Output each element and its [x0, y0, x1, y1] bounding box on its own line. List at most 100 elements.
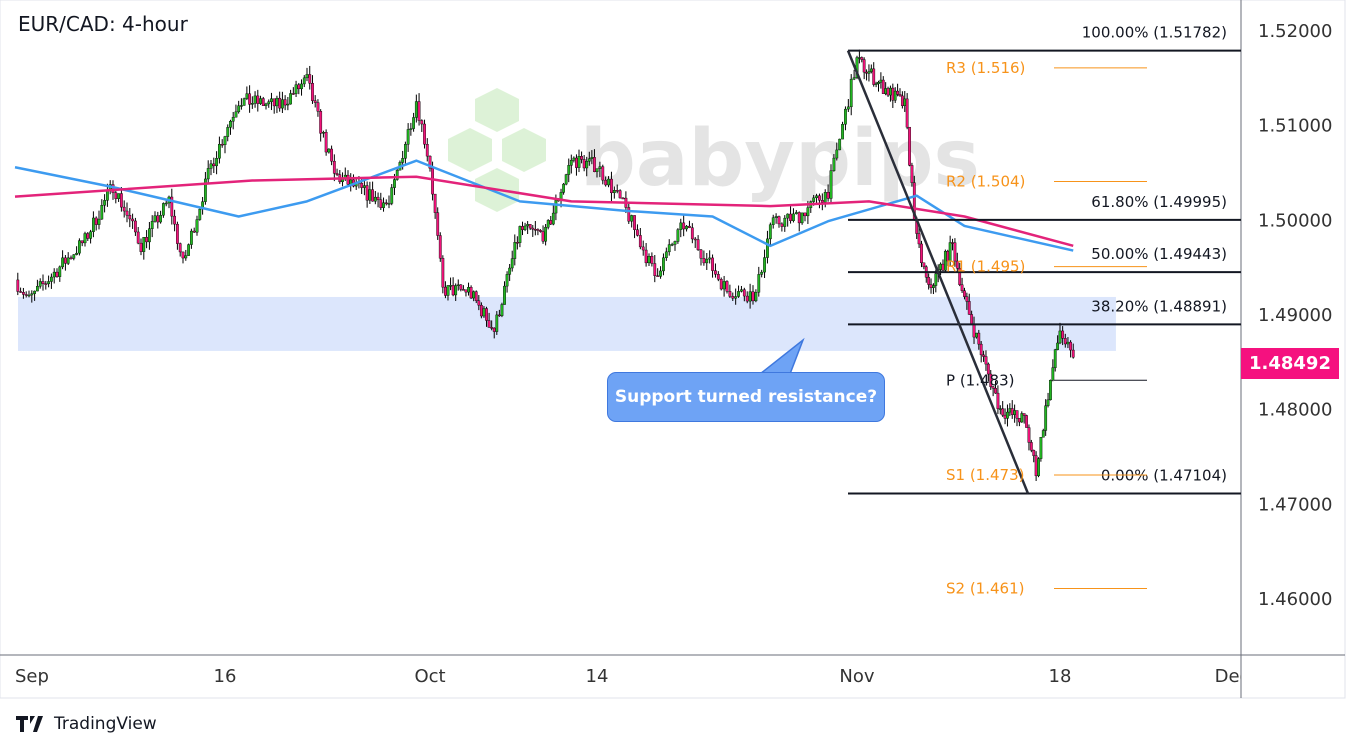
candle [757, 274, 761, 293]
candle [884, 88, 888, 94]
candle [910, 165, 914, 183]
candle [103, 200, 107, 206]
candle [119, 193, 123, 208]
candle [636, 229, 639, 236]
candle [75, 252, 79, 255]
candle [900, 95, 904, 106]
fib-level-label: 50.00% (1.49443) [1091, 245, 1227, 263]
candle [812, 197, 816, 202]
candle [690, 227, 694, 240]
candle [335, 173, 339, 175]
candle [156, 215, 160, 223]
candle [300, 83, 303, 90]
candle [696, 239, 700, 251]
candle [61, 257, 65, 268]
candle [142, 237, 146, 252]
last-price-tag: 1.48492 [1241, 348, 1339, 379]
candle [451, 285, 455, 296]
candle [22, 292, 25, 295]
candle [705, 258, 709, 264]
candle [33, 290, 37, 294]
candle [857, 57, 861, 59]
candle [409, 128, 413, 130]
candle [920, 243, 923, 264]
candle [438, 235, 442, 259]
candle [1058, 330, 1062, 344]
candle [774, 216, 778, 218]
candle [1034, 455, 1038, 477]
candle [83, 233, 87, 244]
candle [797, 212, 801, 224]
candle [641, 246, 645, 251]
candle [1037, 458, 1040, 477]
candle [682, 222, 686, 230]
fib-level-label: 100.00% (1.51782) [1082, 24, 1227, 42]
candle [1018, 418, 1021, 423]
candle [192, 230, 196, 233]
candle [365, 185, 369, 201]
candle [515, 242, 519, 244]
candle [768, 224, 772, 240]
candle [479, 304, 483, 317]
candle [291, 93, 295, 95]
candle [373, 196, 377, 202]
candle [122, 206, 126, 212]
candle [283, 99, 287, 106]
candle [136, 231, 140, 244]
candle [590, 157, 594, 159]
candle [922, 262, 926, 268]
candle [1039, 437, 1043, 459]
candle [425, 144, 429, 157]
candle [44, 283, 48, 285]
candle [63, 257, 67, 264]
candle [818, 195, 821, 201]
candle [368, 189, 372, 201]
candle [253, 95, 257, 104]
candle [593, 157, 596, 172]
candle [1044, 405, 1048, 431]
candle [823, 192, 827, 203]
candle [459, 284, 463, 290]
candle [390, 187, 394, 204]
candle [777, 216, 781, 225]
candle [417, 101, 421, 121]
candle [792, 213, 795, 221]
candle [97, 218, 101, 225]
candle [72, 254, 76, 259]
x-tick-label: 16 [214, 666, 237, 687]
candle [754, 292, 758, 302]
candle [815, 195, 818, 199]
candle [1069, 341, 1072, 351]
candle [38, 281, 42, 287]
candle [621, 197, 625, 200]
candle [849, 78, 853, 108]
candle [379, 199, 383, 208]
candle [371, 189, 374, 202]
candle [330, 148, 333, 162]
candle [562, 183, 566, 193]
candle [587, 158, 591, 162]
candle [633, 215, 636, 230]
x-tick-label: Nov [839, 666, 874, 687]
candle [958, 268, 962, 285]
candle [487, 320, 491, 328]
fib-level-label: 61.80% (1.49995) [1091, 193, 1227, 211]
candle [670, 244, 674, 246]
candle [275, 97, 279, 107]
candle [472, 291, 476, 299]
candle [994, 388, 997, 394]
candle [505, 274, 509, 287]
pivot-label: R1 (1.495) [946, 258, 1025, 276]
candle [464, 289, 468, 293]
candle [117, 193, 121, 199]
candle [495, 314, 499, 332]
candle [297, 84, 301, 90]
candle [239, 105, 243, 107]
candle [711, 257, 714, 271]
candle [195, 219, 199, 233]
candle [30, 293, 34, 296]
fib-level-label: 38.20% (1.48891) [1091, 297, 1227, 315]
candle [477, 300, 481, 306]
candle [423, 123, 426, 145]
